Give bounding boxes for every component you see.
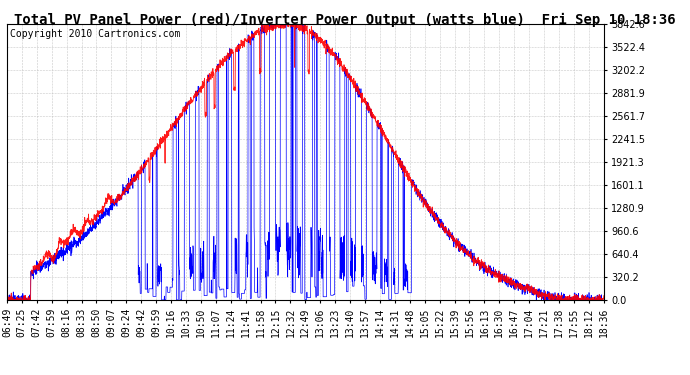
Text: Copyright 2010 Cartronics.com: Copyright 2010 Cartronics.com bbox=[10, 28, 180, 39]
Text: Total PV Panel Power (red)/Inverter Power Output (watts blue)  Fri Sep 10 18:36: Total PV Panel Power (red)/Inverter Powe… bbox=[14, 13, 676, 27]
